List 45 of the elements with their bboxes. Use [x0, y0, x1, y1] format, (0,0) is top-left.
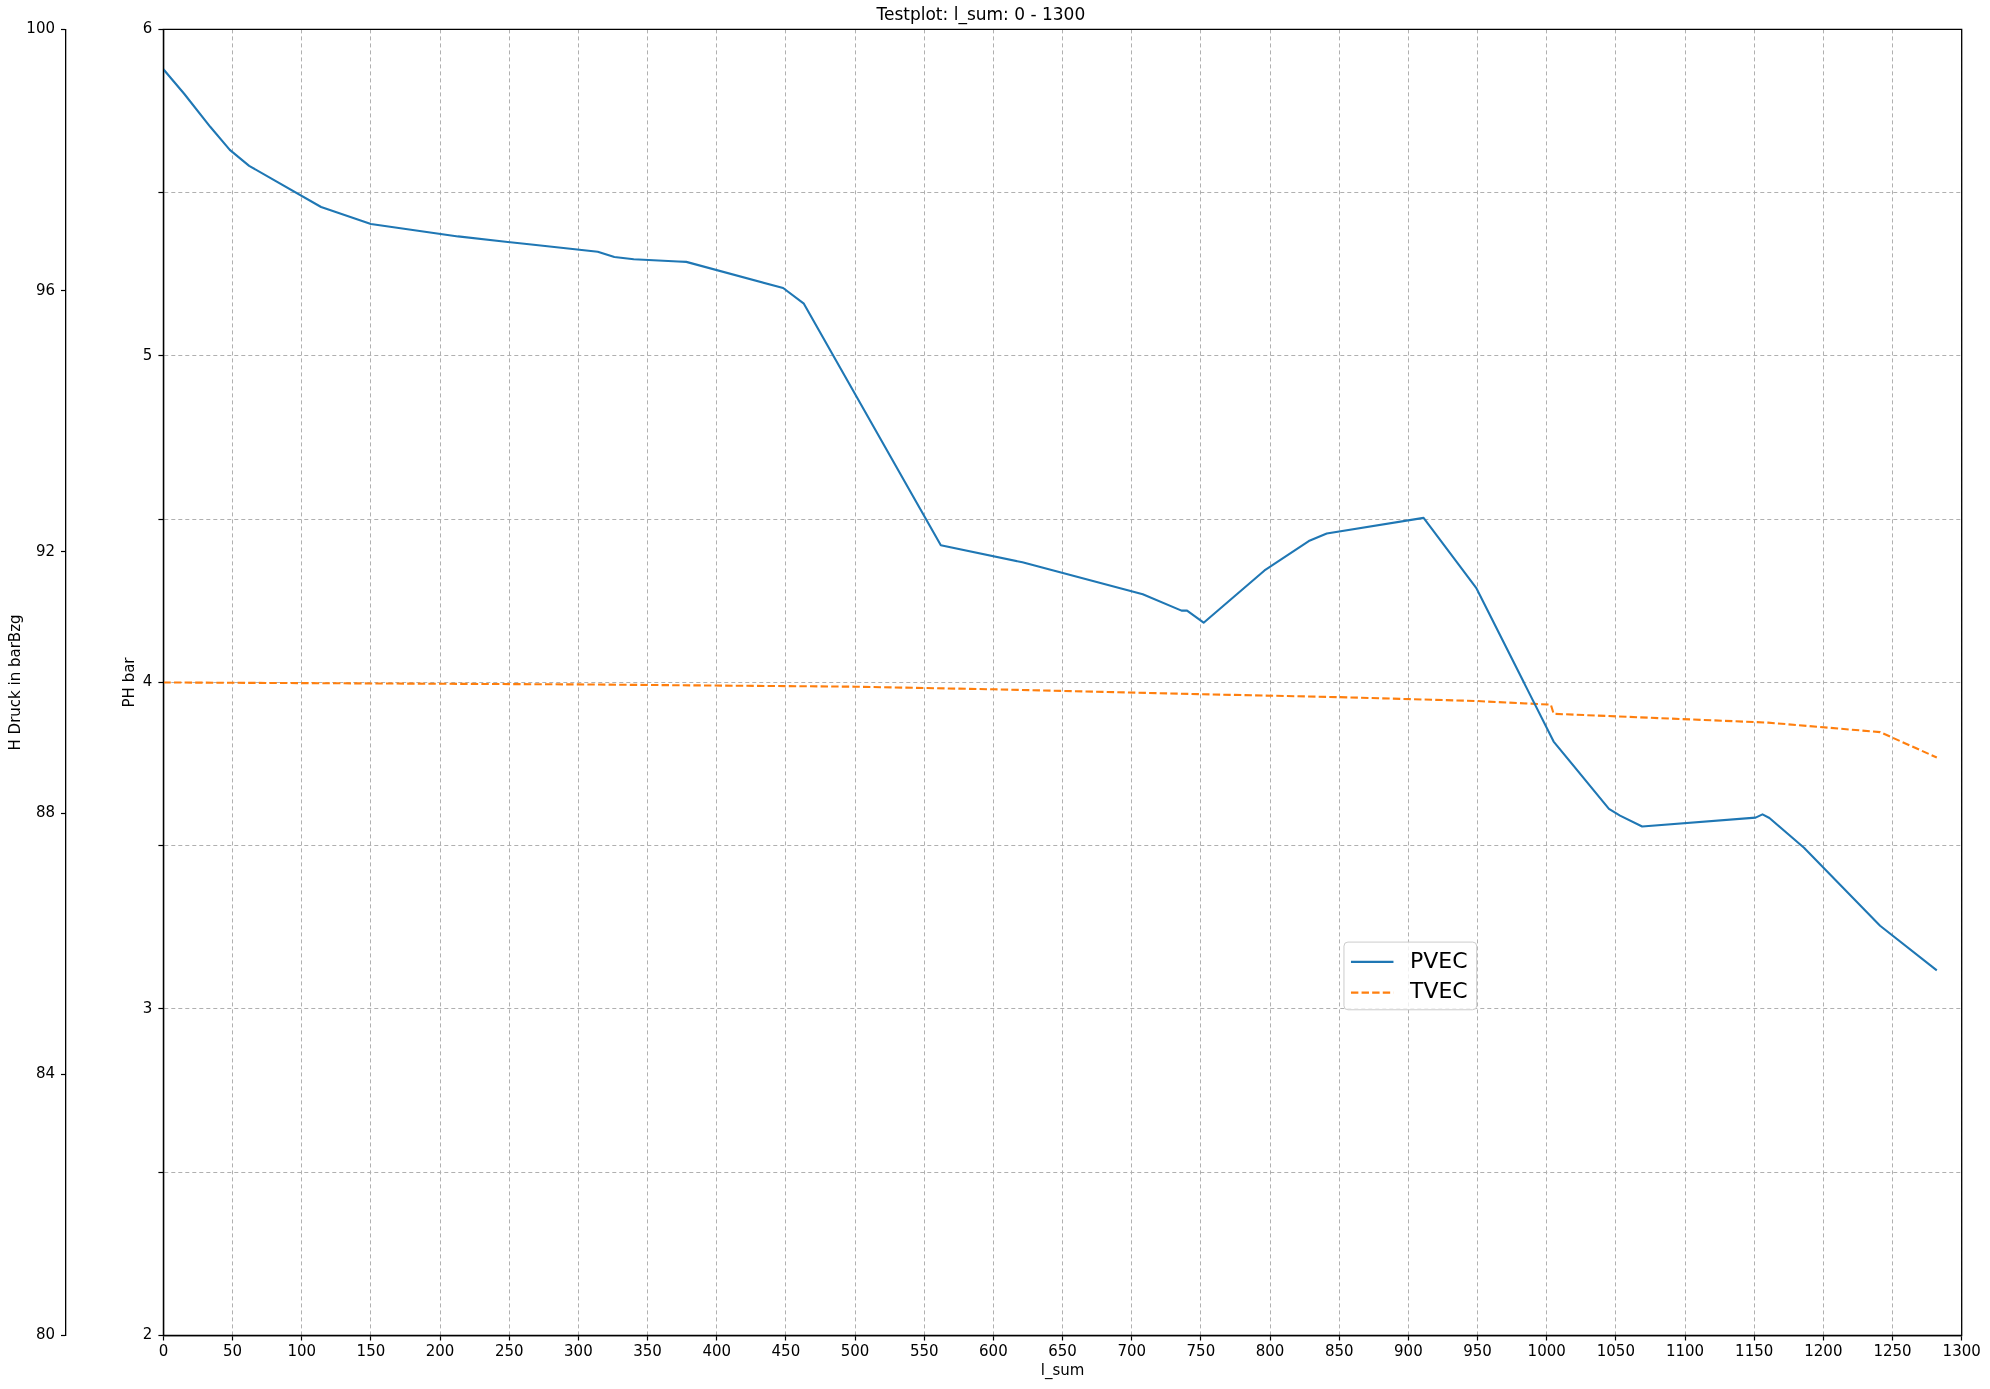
y-tick-label: 6	[142, 19, 153, 38]
x-tick-label: 250	[494, 1342, 524, 1361]
y-axis-title: PH bar	[119, 656, 138, 708]
x-tick-label: 1100	[1665, 1342, 1705, 1361]
x-tick-label: 50	[223, 1342, 243, 1361]
x-tick-label: 1300	[1942, 1342, 1981, 1361]
x-tick-label: 1250	[1873, 1342, 1912, 1361]
x-tick-label: 400	[702, 1342, 732, 1361]
x-tick-label: 1200	[1804, 1342, 1843, 1361]
x-tick-label: 0	[158, 1342, 169, 1361]
x-tick-label: 350	[633, 1342, 662, 1361]
y2-tick-label: 100	[26, 19, 55, 38]
x-tick-label: 1050	[1596, 1342, 1635, 1361]
x-tick-label: 500	[840, 1342, 870, 1361]
x-tick-label: 150	[356, 1342, 386, 1361]
y2-tick-label: 84	[35, 1064, 55, 1083]
x-tick-label: 1000	[1527, 1342, 1566, 1361]
legend-label: PVEC	[1409, 947, 1468, 973]
x-tick-label: 450	[771, 1342, 801, 1361]
x-tick-label: 600	[979, 1342, 1008, 1361]
y2-tick-label: 88	[35, 802, 55, 821]
x-tick-label: 750	[1186, 1342, 1216, 1361]
legend-label: TVEC	[1408, 978, 1468, 1004]
x-tick-label: 950	[1463, 1342, 1492, 1361]
x-tick-label: 800	[1255, 1342, 1285, 1361]
y-tick-label: 2	[142, 1325, 153, 1344]
y2-tick-label: 96	[35, 280, 55, 299]
x-tick-label: 1150	[1735, 1342, 1774, 1361]
line-series	[163, 681, 1938, 759]
x-tick-label: 550	[909, 1342, 939, 1361]
y-tick-label: 4	[142, 672, 153, 691]
x-tick-label: 700	[1117, 1342, 1147, 1361]
y-tick-label: 5	[142, 345, 153, 364]
y-tick-label: 3	[142, 998, 153, 1017]
x-tick-label: 200	[425, 1342, 455, 1361]
x-tick-label: 100	[287, 1342, 317, 1361]
y2-axis-title: H Druck in barBzg	[6, 614, 25, 751]
x-tick-label: 300	[564, 1342, 593, 1361]
x-tick-label: 650	[1048, 1342, 1077, 1361]
y2-tick-label: 80	[35, 1325, 55, 1344]
chart-title: Testplot: l_sum: 0 - 1300	[875, 3, 1086, 25]
x-tick-label: 900	[1394, 1342, 1423, 1361]
x-axis-title: l_sum	[1040, 1360, 1085, 1380]
x-tick-label: 850	[1324, 1342, 1354, 1361]
y2-tick-label: 92	[35, 541, 55, 560]
